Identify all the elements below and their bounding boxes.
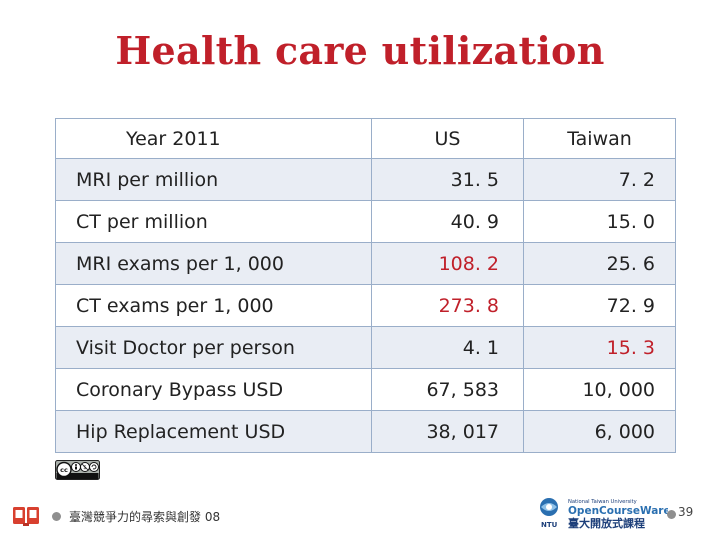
us-value: 31. 5 — [371, 158, 524, 201]
table-header-row: Year 2011 US Taiwan — [55, 118, 676, 159]
table-row: MRI per million 31. 5 7. 2 — [55, 158, 676, 201]
row-label: CT per million — [55, 200, 372, 243]
course-name: 臺灣競爭力的尋索與創發 08 — [69, 509, 221, 524]
taiwan-value: 10, 000 — [523, 368, 676, 411]
header-taiwan: Taiwan — [523, 118, 676, 159]
ntu-opencourseware-logo: NTU National Taiwan University OpenCours… — [540, 498, 668, 530]
taiwan-value: 6, 000 — [523, 410, 676, 453]
taiwan-value: 7. 2 — [523, 158, 676, 201]
us-value: 40. 9 — [371, 200, 524, 243]
slide-title: Health care utilization — [115, 28, 605, 73]
dual-screens-icon — [13, 507, 39, 526]
svg-text:cc: cc — [60, 466, 68, 474]
taiwan-value: 15. 0 — [523, 200, 676, 243]
table-row: Visit Doctor per person 4. 1 15. 3 — [55, 326, 676, 369]
row-label: Coronary Bypass USD — [55, 368, 372, 411]
svg-text:National Taiwan University: National Taiwan University — [568, 499, 637, 505]
utilization-table: Year 2011 US Taiwan MRI per million 31. … — [55, 118, 676, 453]
table-row: CT per million 40. 9 15. 0 — [55, 200, 676, 243]
footer-course: 臺灣競爭力的尋索與創發 08 — [12, 503, 220, 529]
header-us: US — [371, 118, 524, 159]
taiwan-value: 25. 6 — [523, 242, 676, 285]
table-row: Coronary Bypass USD 67, 583 10, 000 — [55, 368, 676, 411]
row-label: CT exams per 1, 000 — [55, 284, 372, 327]
cc-license-icon: cc $ — [55, 460, 100, 480]
svg-text:OpenCourseWare: OpenCourseWare — [568, 505, 668, 517]
row-label: MRI per million — [55, 158, 372, 201]
taiwan-value: 72. 9 — [523, 284, 676, 327]
row-label: Visit Doctor per person — [55, 326, 372, 369]
us-value: 67, 583 — [371, 368, 524, 411]
row-label: Hip Replacement USD — [55, 410, 372, 453]
us-value: 38, 017 — [371, 410, 524, 453]
row-label: MRI exams per 1, 000 — [55, 242, 372, 285]
us-value: 4. 1 — [371, 326, 524, 369]
table-row: CT exams per 1, 000 273. 8 72. 9 — [55, 284, 676, 327]
page-number: 39 — [678, 505, 694, 519]
page-dot — [667, 510, 676, 519]
bullet-dot — [52, 511, 61, 521]
svg-text:NTU: NTU — [541, 521, 558, 529]
table-row: Hip Replacement USD 38, 017 6, 000 — [55, 410, 676, 453]
us-value: 108. 2 — [371, 242, 524, 285]
taiwan-value: 15. 3 — [523, 326, 676, 369]
svg-text:$: $ — [83, 465, 87, 471]
header-year: Year 2011 — [55, 118, 372, 159]
table-row: MRI exams per 1, 000 108. 2 25. 6 — [55, 242, 676, 285]
svg-text:臺大開放式課程: 臺大開放式課程 — [568, 516, 645, 530]
us-value: 273. 8 — [371, 284, 524, 327]
